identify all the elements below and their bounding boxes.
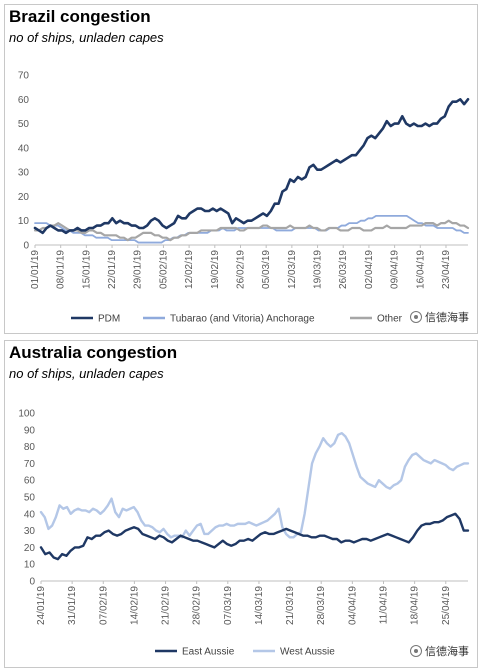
x-tick-label: 29/01/19 [133, 250, 144, 289]
x-tick-label: 12/02/19 [184, 250, 195, 289]
wechat-icon [410, 645, 422, 657]
x-tick-label: 16/04/19 [415, 250, 426, 289]
series-line-west-aussie [39, 431, 470, 539]
brazil-chart-panel: Brazil congestion no of ships, unladen c… [4, 4, 478, 334]
watermark: 信德海事 [410, 309, 469, 325]
chart-subtitle: no of ships, unladen capes [9, 30, 164, 45]
x-tick-label: 14/03/19 [254, 586, 265, 625]
y-tick-label: 0 [29, 577, 35, 588]
watermark: 信德海事 [410, 643, 469, 659]
x-tick-label: 28/03/19 [316, 586, 327, 625]
y-tick-label: 90 [24, 425, 36, 436]
brazil-chart-svg: 0 10 20 30 40 50 60 70 01/01/19 08/01/19 15/01/19 2… [18, 71, 470, 325]
x-tick-label: 05/03/19 [261, 250, 272, 289]
x-tick-label: 01/01/19 [30, 250, 41, 289]
x-tick-label: 26/03/19 [338, 250, 349, 289]
y-tick-label: 100 [18, 409, 35, 420]
x-tick-label: 18/04/19 [410, 586, 421, 625]
x-tick-label: 28/02/19 [192, 586, 203, 625]
x-tick-label: 09/04/19 [390, 250, 401, 289]
x-tick-label: 07/02/19 [98, 586, 109, 625]
y-tick-label: 50 [24, 493, 36, 504]
x-tick-label: 19/03/19 [313, 250, 324, 289]
y-tick-label: 10 [24, 560, 36, 571]
y-tick-label: 20 [24, 543, 36, 554]
x-tick-label: 25/04/19 [441, 586, 452, 625]
y-tick-label: 70 [18, 71, 30, 82]
y-tick-label: 20 [18, 192, 30, 203]
x-tick-label: 24/01/19 [36, 586, 47, 625]
series-line-other [33, 219, 470, 242]
x-tick-label: 21/02/19 [161, 586, 172, 625]
legend-entry: Other [377, 314, 403, 325]
x-tick-label: 04/04/19 [347, 586, 358, 625]
x-tick-label: 02/04/19 [364, 250, 375, 289]
x-tick-label: 12/03/19 [287, 250, 298, 289]
y-tick-label: 30 [24, 526, 36, 537]
legend-entry: West Aussie [280, 647, 335, 658]
x-tick-label: 08/01/19 [56, 250, 67, 289]
australia-chart-svg: 0 10 20 30 40 50 60 70 80 90 100 24/01/19 31/01/19 07… [18, 409, 470, 658]
legend-entry: Tubarao (and Vitoria) Anchorage [170, 314, 315, 325]
chart-title: Australia congestion [9, 343, 178, 362]
x-tick-label: 23/04/19 [441, 250, 452, 289]
x-tick-label: 19/02/19 [210, 250, 221, 289]
watermark-text: 信德海事 [425, 312, 469, 324]
watermark-text: 信德海事 [425, 646, 469, 658]
x-tick-label: 21/03/19 [285, 586, 296, 625]
y-tick-label: 0 [23, 241, 29, 252]
chart-title: Brazil congestion [9, 7, 151, 26]
y-tick-label: 40 [18, 143, 30, 154]
x-tick-label: 14/02/19 [129, 586, 140, 625]
x-tick-label: 31/01/19 [67, 586, 78, 625]
y-tick-label: 50 [18, 119, 30, 130]
y-tick-label: 80 [24, 442, 36, 453]
x-tick-label: 05/02/19 [158, 250, 169, 289]
series-line-pdm [33, 97, 470, 235]
australia-chart-panel: Australia congestion no of ships, unlade… [4, 340, 478, 668]
series-line-east-aussie [39, 512, 470, 561]
legend-entry: East Aussie [182, 647, 235, 658]
wechat-icon [410, 311, 422, 323]
y-tick-label: 70 [24, 459, 36, 470]
legend-entry: PDM [98, 314, 120, 325]
y-tick-label: 30 [18, 168, 30, 179]
y-tick-label: 60 [18, 95, 30, 106]
x-tick-label: 07/03/19 [223, 586, 234, 625]
chart-subtitle: no of ships, unladen capes [9, 366, 164, 381]
y-tick-label: 60 [24, 476, 36, 487]
x-tick-label: 22/01/19 [107, 250, 118, 289]
x-tick-label: 15/01/19 [81, 250, 92, 289]
y-tick-label: 40 [24, 509, 36, 520]
x-tick-label: 26/02/19 [235, 250, 246, 289]
x-tick-label: 11/04/19 [378, 586, 389, 625]
y-tick-label: 10 [18, 216, 30, 227]
